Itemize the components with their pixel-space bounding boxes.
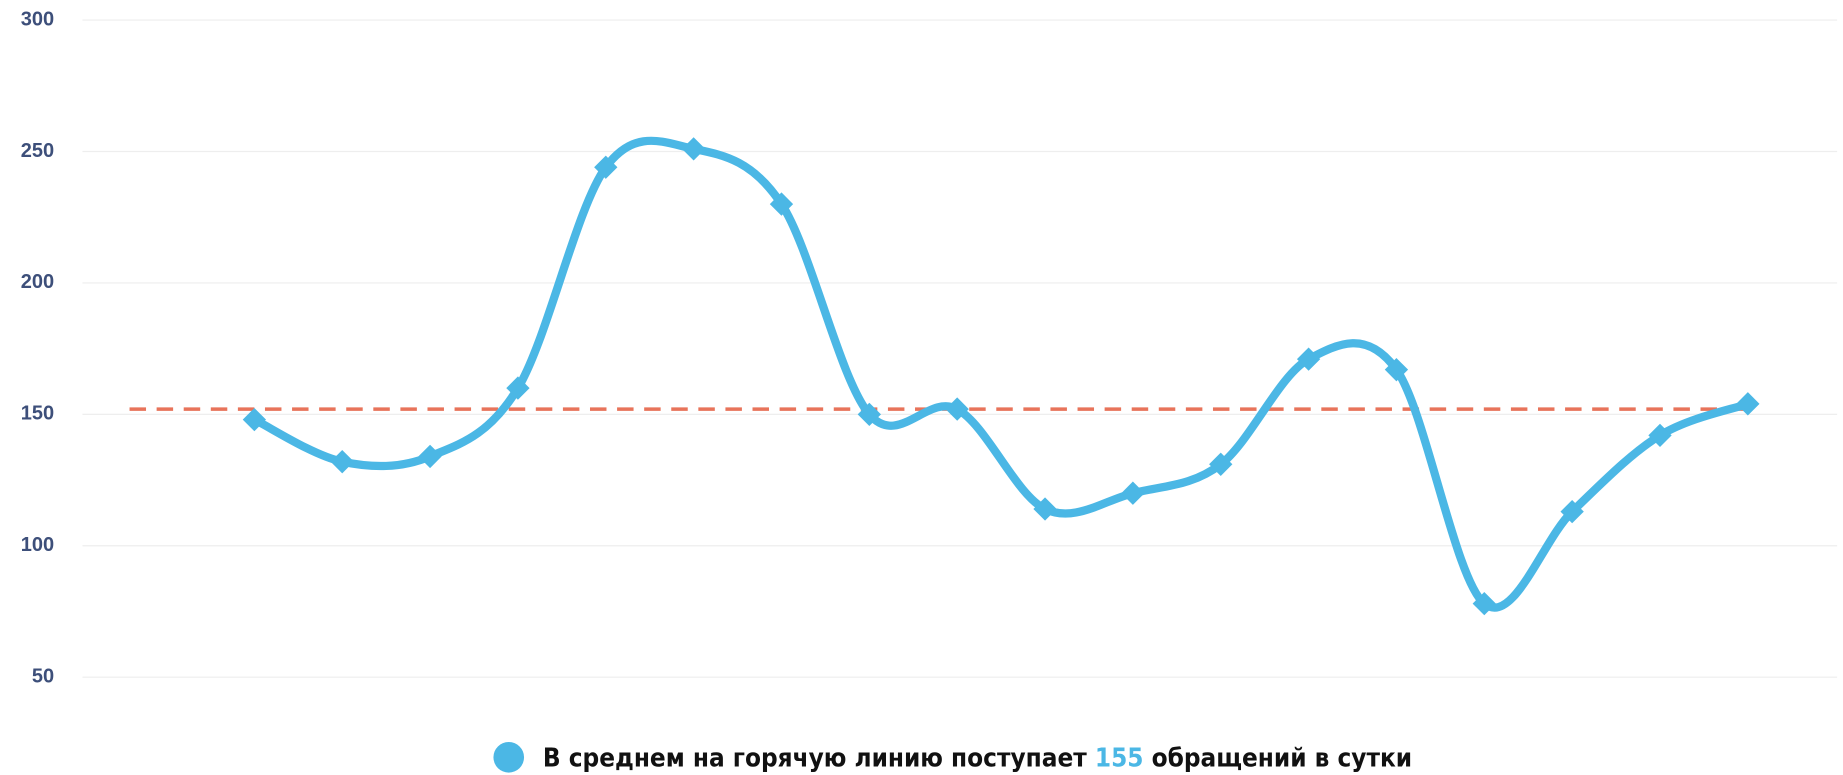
point-marker [1648, 423, 1672, 448]
point-marker [242, 407, 267, 432]
line [250, 136, 1752, 612]
point-marker [857, 402, 881, 427]
point-marker [1560, 499, 1584, 524]
legend: В среднем на горячую линию поступает 155… [543, 743, 1412, 773]
point-marker [1736, 392, 1760, 416]
y-tick-label: 300 [21, 8, 54, 30]
point-marker [506, 376, 530, 400]
legend-text: В среднем на горячую линию поступает [543, 743, 1087, 773]
point-marker [330, 450, 354, 474]
point-marker [769, 192, 794, 216]
legend-text: обращений в сутки [1152, 743, 1413, 773]
y-tick-label: 250 [21, 140, 54, 162]
y-tick-label: 50 [32, 665, 54, 687]
point-marker [418, 444, 442, 469]
point-marker [1384, 358, 1409, 382]
point-marker [1121, 481, 1145, 505]
y-tick-label: 150 [21, 403, 54, 425]
y-tick-label: 200 [21, 271, 54, 293]
point-marker [681, 137, 706, 161]
legend-highlight: 155 [1095, 743, 1144, 773]
point-marker [594, 155, 618, 179]
grid: 50 100 150 200 250 300 [21, 8, 1838, 687]
plot [129, 136, 1760, 616]
y-tick-label: 100 [21, 534, 54, 556]
point-marker [945, 397, 969, 421]
legend-marker [493, 741, 525, 773]
